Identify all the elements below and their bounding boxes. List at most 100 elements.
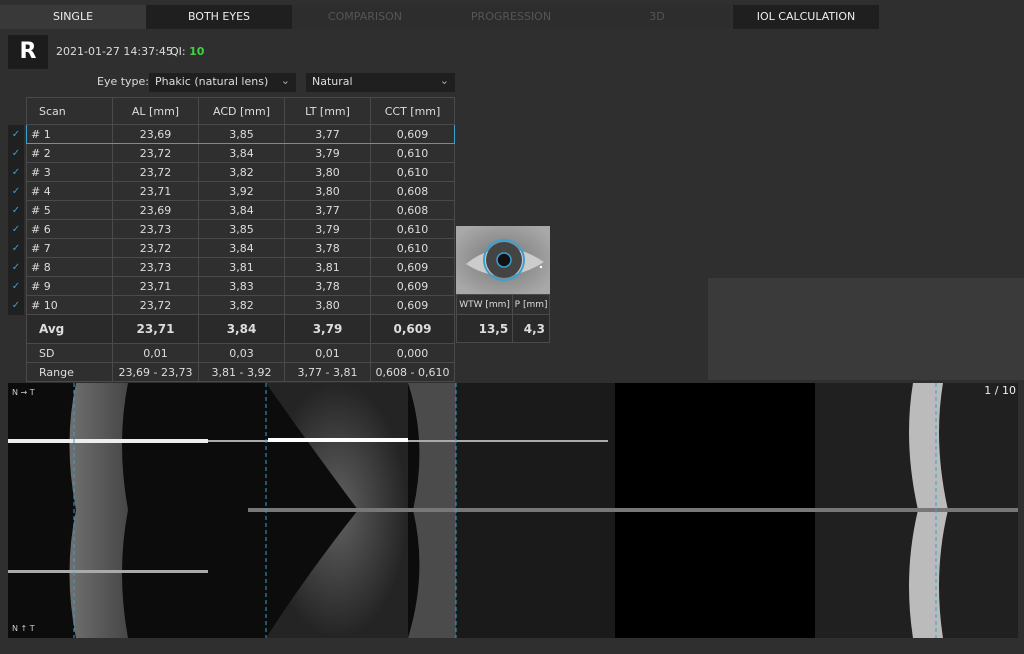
lens-value: Natural [312,75,353,88]
cell-al: 23,72 [112,143,199,163]
cell-al: 23,73 [112,257,199,277]
range-row: Range 23,69 - 23,73 3,81 - 3,92 3,77 - 3,81… [26,362,455,382]
cell-scan: SD [26,343,113,363]
cell-lt: 3,80 [284,162,371,182]
scan-checkbox[interactable]: ✓ [11,129,21,140]
chevron-down-icon: ⌄ [280,74,290,87]
cell-lt: 3,79 [284,143,371,163]
table-row[interactable]: # 8 23,73 3,81 3,81 0,609 [26,257,455,277]
cell-lt: 3,77 [284,124,371,144]
eye-photo [456,226,550,294]
cell-scan: Avg [26,314,113,344]
mode-tabs: SINGLE BOTH EYES COMPARISON PROGRESSION … [0,5,879,29]
eye-type-select[interactable]: Phakic (natural lens) ⌄ [149,73,296,92]
cell-scan: # 5 [26,200,113,220]
cell-cct: 0,610 [370,162,455,182]
qi-value: 10 [189,45,205,58]
scan-checkbox[interactable]: ✓ [11,281,21,292]
cell-acd: 3,82 [198,162,285,182]
avg-row: Avg 23,71 3,84 3,79 0,609 [26,314,455,344]
cell-acd: 3,84 [198,314,285,344]
cell-lt: 3,78 [284,238,371,258]
empty-panel [708,278,1024,380]
cell-acd: 3,82 [198,295,285,315]
cell-cct: 0,608 - 0,610 [370,362,455,382]
scan-checkbox[interactable]: ✓ [11,224,21,235]
cell-cct: 0,610 [370,238,455,258]
cell-al: 23,69 [112,124,199,144]
cell-cct: 0,610 [370,219,455,239]
scan-checkbox[interactable]: ✓ [11,262,21,273]
tab-progression[interactable]: PROGRESSION [438,5,584,29]
cell-acd: 3,92 [198,181,285,201]
cell-cct: 0,610 [370,143,455,163]
table-row[interactable]: # 9 23,71 3,83 3,78 0,609 [26,276,455,296]
tab-single[interactable]: SINGLE [0,5,146,29]
cell-al: 0,01 [112,343,199,363]
cell-lt: 0,01 [284,343,371,363]
table-row[interactable]: # 3 23,72 3,82 3,80 0,610 [26,162,455,182]
cell-acd: 3,83 [198,276,285,296]
table-row[interactable]: # 10 23,72 3,82 3,80 0,609 [26,295,455,315]
cornea [69,383,128,638]
p-header: P [mm] [512,294,550,315]
cell-al: 23,72 [112,295,199,315]
cell-acd: 3,84 [198,238,285,258]
scan-checkbox[interactable]: ✓ [11,148,21,159]
cell-scan: # 7 [26,238,113,258]
lens-select[interactable]: Natural ⌄ [306,73,455,92]
wtw-header: WTW [mm] [455,294,514,315]
wtw-value: 13,5 [455,314,514,343]
cell-acd: 3,85 [198,124,285,144]
p-value: 4,3 [512,314,550,343]
table-row[interactable]: # 4 23,71 3,92 3,80 0,608 [26,181,455,201]
cell-acd: 0,03 [198,343,285,363]
cell-cct: 0,609 [370,314,455,344]
scan-checkbox[interactable]: ✓ [11,186,21,197]
scan-checkbox[interactable]: ✓ [11,243,21,254]
exam-datetime: 2021-01-27 14:37:45 [56,45,173,58]
tab-iol-calculation[interactable]: IOL CALCULATION [733,5,879,29]
cell-scan: # 4 [26,181,113,201]
cell-lt: 3,77 [284,200,371,220]
cell-acd: 3,84 [198,143,285,163]
scan-checkbox[interactable]: ✓ [11,300,21,311]
table-row[interactable]: # 2 23,72 3,84 3,79 0,610 [26,143,455,163]
col-al: AL [mm] [112,97,199,125]
cell-cct: 0,609 [370,295,455,315]
cell-lt: 3,78 [284,276,371,296]
col-scan: Scan [26,97,113,125]
eye-type-value: Phakic (natural lens) [155,75,269,88]
cell-lt: 3,77 - 3,81 [284,362,371,382]
cell-cct: 0,609 [370,276,455,296]
table-row[interactable]: # 5 23,69 3,84 3,77 0,608 [26,200,455,220]
cell-lt: 3,81 [284,257,371,277]
cell-scan: Range [26,362,113,382]
cell-lt: 3,80 [284,295,371,315]
table-row[interactable]: # 7 23,72 3,84 3,78 0,610 [26,238,455,258]
qi-label: QI: [170,45,186,58]
oct-scan-image[interactable]: N → T N ↑ T [8,383,1018,638]
cell-al: 23,71 [112,314,199,344]
tab-comparison[interactable]: COMPARISON [292,5,438,29]
cell-lt: 3,79 [284,219,371,239]
cell-al: 23,69 [112,200,199,220]
eye-type-label: Eye type: [97,75,150,88]
tab-both-eyes[interactable]: BOTH EYES [146,5,292,29]
col-lt: LT [mm] [284,97,371,125]
scan-checkbox[interactable]: ✓ [11,205,21,216]
cell-cct: 0,608 [370,181,455,201]
eye-side-badge: R [8,35,48,69]
col-cct: CCT [mm] [370,97,455,125]
cell-acd: 3,81 - 3,92 [198,362,285,382]
scan-counter: 1 / 10 [984,384,1016,397]
scan-checkbox[interactable]: ✓ [11,167,21,178]
cell-lt: 3,80 [284,181,371,201]
table-row[interactable]: # 1 23,69 3,85 3,77 0,609 [26,124,455,144]
cell-acd: 3,81 [198,257,285,277]
table-row[interactable]: # 6 23,73 3,85 3,79 0,610 [26,219,455,239]
tab-3d[interactable]: 3D [584,5,730,29]
cell-cct: 0,609 [370,124,455,144]
quality-index: QI: 10 [170,45,204,58]
cell-al: 23,72 [112,162,199,182]
